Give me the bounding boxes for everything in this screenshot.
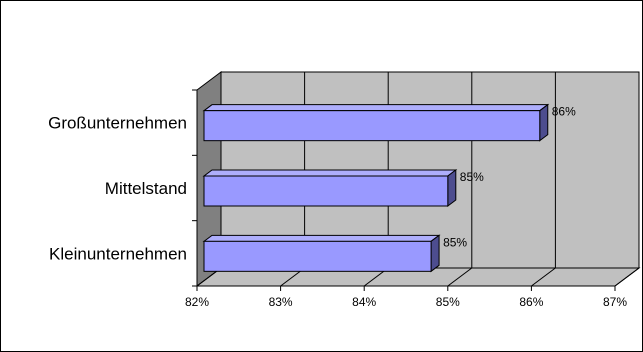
category-label: Großunternehmen (48, 114, 187, 133)
bar-top-face (202, 234, 441, 242)
bar-top-face (202, 104, 550, 112)
bar (203, 240, 432, 272)
x-tick-label: 84% (352, 295, 376, 309)
bar (203, 110, 541, 142)
bar-side-face (430, 234, 440, 273)
bar-top-face (202, 169, 458, 177)
x-tick-label: 82% (185, 295, 209, 309)
floor-gridline (614, 267, 640, 287)
category-label: Kleinunternehmen (49, 244, 187, 263)
bar (203, 175, 449, 207)
bar-side-face (539, 103, 549, 142)
category-label: Mittelstand (105, 179, 187, 198)
bar-side-face (447, 169, 457, 207)
floor-gridline (447, 267, 473, 287)
x-tick-label: 87% (603, 295, 627, 309)
x-tick-label: 83% (269, 295, 293, 309)
data-label: 85% (443, 235, 467, 249)
x-tick-label: 85% (436, 295, 460, 309)
floor-gridline (531, 267, 556, 287)
data-label: 85% (460, 170, 484, 184)
x-tick-label: 86% (519, 295, 543, 309)
data-label: 86% (552, 105, 576, 119)
